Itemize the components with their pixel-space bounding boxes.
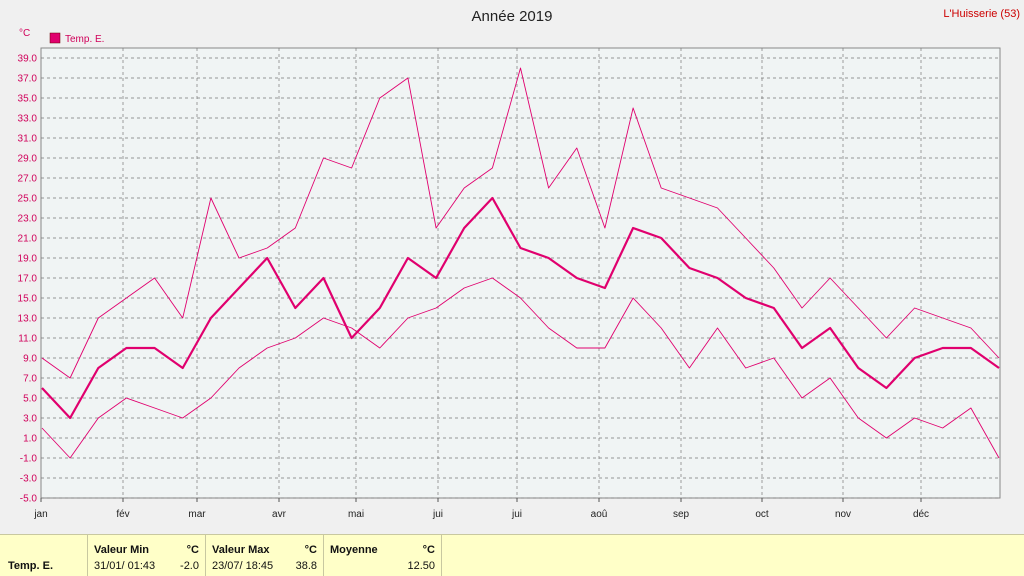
- y-tick-label: 31.0: [18, 134, 38, 145]
- x-tick-label: aoû: [591, 509, 608, 520]
- y-tick-label: 3.0: [23, 414, 37, 425]
- x-tick-label: sep: [673, 509, 690, 520]
- y-tick-label: 15.0: [18, 294, 38, 305]
- stats-min-unit: °C: [186, 544, 199, 556]
- stats-mean-label: Moyenne: [330, 544, 378, 556]
- y-tick-label: 25.0: [18, 194, 38, 205]
- series-line-min: [41, 277, 1000, 459]
- series-lines: [41, 67, 1000, 459]
- x-axis-ticks: jan fév mar avr mai jui jui aoû sep oct nov déc: [33, 498, 929, 520]
- legend-swatch: [49, 32, 61, 44]
- x-tick-label: fév: [116, 509, 129, 520]
- stats-series-cell: Temp. E.: [0, 535, 88, 576]
- y-axis-unit: °C: [19, 28, 30, 39]
- series-line-max: [41, 67, 1000, 379]
- chart-title: Année 2019: [472, 8, 553, 25]
- y-tick-label: 11.0: [18, 334, 37, 345]
- y-tick-label: -3.0: [20, 474, 38, 485]
- y-tick-label: 19.0: [18, 254, 38, 265]
- y-tick-label: 17.0: [18, 274, 38, 285]
- y-tick-label: -1.0: [20, 454, 38, 465]
- y-tick-label: 9.0: [23, 354, 37, 365]
- y-tick-label: 29.0: [18, 154, 38, 165]
- stats-max-unit: °C: [304, 544, 317, 556]
- y-tick-label: 1.0: [23, 434, 37, 445]
- stats-min-date: 31/01/ 01:43: [94, 560, 156, 572]
- y-tick-label: 5.0: [23, 394, 37, 405]
- x-tick-label: nov: [835, 509, 851, 520]
- y-tick-label: 21.0: [18, 234, 38, 245]
- y-tick-label: 23.0: [18, 214, 38, 225]
- stats-max-label: Valeur Max: [212, 544, 270, 556]
- stats-min-label: Valeur Min: [94, 544, 150, 556]
- stats-mean-unit: °C: [422, 544, 435, 556]
- y-tick-label: 39.0: [18, 54, 38, 65]
- grid: [41, 48, 1000, 499]
- y-tick-label: -5.0: [20, 494, 38, 505]
- legend: Temp. E.: [49, 32, 104, 45]
- x-tick-label: jan: [33, 509, 47, 520]
- stats-series-label: Temp. E.: [8, 560, 54, 572]
- station-name: L'Huisserie (53): [943, 8, 1020, 20]
- stats-max-date: 23/07/ 18:45: [212, 560, 274, 572]
- stats-min-cell: Valeur Min °C 31/01/ 01:43 -2.0: [88, 535, 206, 576]
- legend-label: Temp. E.: [65, 34, 104, 45]
- y-axis-ticks: 39.0 37.0 35.0 33.0 31.0 29.0 27.0 25.0 23.0 21.0…: [18, 54, 38, 505]
- x-tick-label: mai: [348, 509, 364, 520]
- x-tick-label: déc: [913, 509, 929, 520]
- y-tick-label: 13.0: [18, 314, 38, 325]
- x-tick-label: avr: [272, 509, 287, 520]
- y-tick-label: 7.0: [23, 374, 37, 385]
- x-tick-label: mar: [188, 509, 206, 520]
- stats-mean-value: 12.50: [407, 560, 435, 572]
- series-line-avg: [41, 196, 1000, 420]
- y-tick-label: 27.0: [18, 174, 38, 185]
- x-tick-label: oct: [755, 509, 769, 520]
- stats-mean-cell: Moyenne °C 12.50: [324, 535, 442, 576]
- temperature-chart: 39.0 37.0 35.0 33.0 31.0 29.0 27.0 25.0 23.0 21.0…: [17, 8, 1020, 520]
- stats-max-cell: Valeur Max °C 23/07/ 18:45 38.8: [206, 535, 324, 576]
- y-tick-label: 35.0: [18, 94, 38, 105]
- stats-max-value: 38.8: [295, 560, 317, 572]
- y-tick-label: 37.0: [18, 74, 38, 85]
- y-tick-label: 33.0: [18, 114, 38, 125]
- plot-area: [40, 47, 1001, 499]
- stats-min-value: -2.0: [180, 560, 199, 572]
- x-tick-label: jui: [432, 509, 443, 520]
- stats-panel: Temp. E. Valeur Min °C 31/01/ 01:43 -2.0…: [0, 534, 1024, 576]
- x-tick-label: jui: [511, 509, 522, 520]
